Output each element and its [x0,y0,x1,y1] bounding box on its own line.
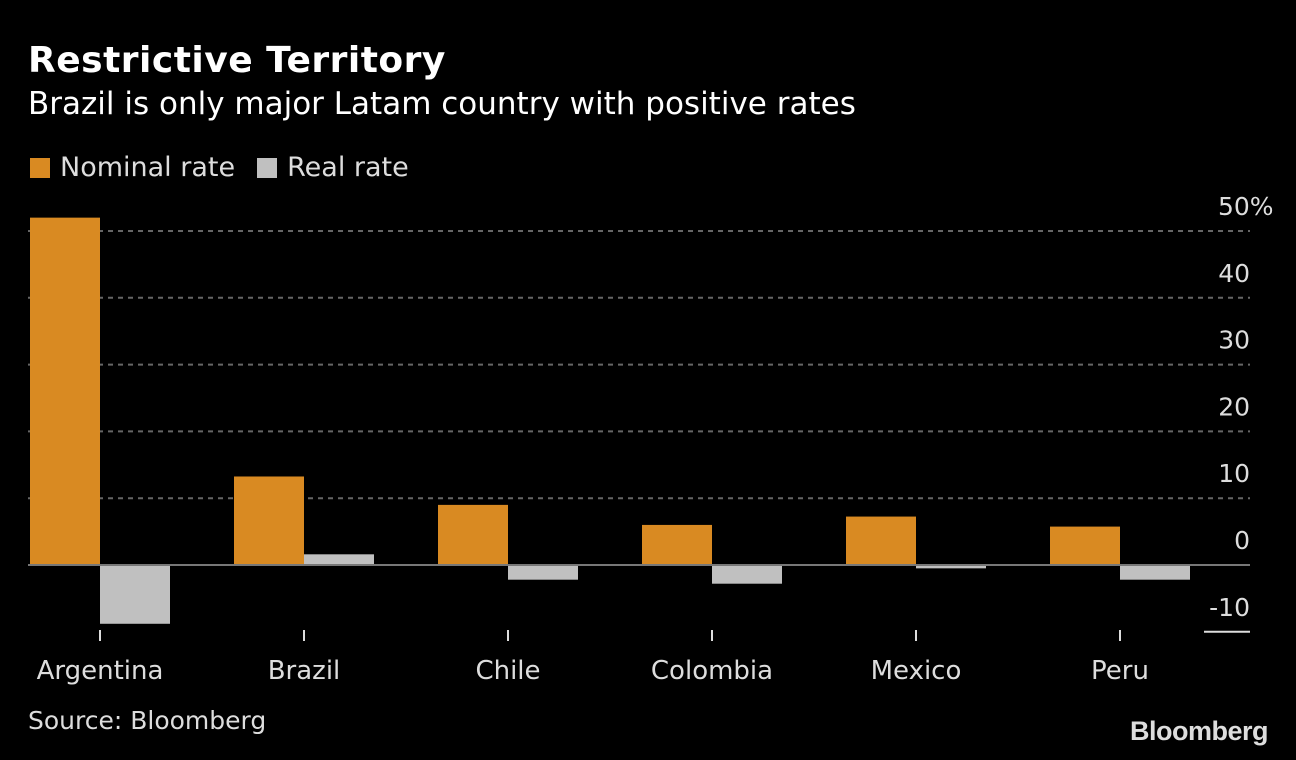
bar-nominal [642,524,712,565]
legend-swatch-nominal [30,157,50,178]
x-tick-label: Mexico [871,656,962,686]
legend-swatch-real [257,157,278,178]
x-tick-label: Peru [1091,656,1149,686]
bar-real [712,565,782,584]
chart-subtitle: Brazil is only major Latam country with … [28,86,856,122]
bar-nominal [1050,526,1120,565]
y-tick-label: 10 [1218,459,1250,488]
legend-item-nominal: Nominal rate [30,152,235,183]
legend-label-nominal: Nominal rate [60,152,236,183]
bar-real [508,565,578,580]
bar-real [304,554,374,565]
legend: Nominal rate Real rate [30,152,431,183]
bar-real [916,565,986,569]
bar-nominal [30,217,100,565]
bar-nominal [234,476,304,565]
chart-title: Restrictive Territory [28,40,446,81]
x-tick-label: Brazil [268,656,341,686]
y-tick-label: 50% [1218,192,1274,221]
source-note: Source: Bloomberg [28,706,267,735]
y-tick-label: -10 [1209,593,1250,622]
bar-real [100,565,170,624]
x-tick-label: Chile [475,656,540,686]
legend-label-real: Real rate [287,152,409,183]
y-tick-label: 0 [1234,526,1250,555]
y-tick-label: 40 [1218,259,1250,288]
bloomberg-logo: Bloomberg [1129,716,1269,746]
bar-nominal [846,516,916,565]
bar-real [1120,565,1190,580]
y-tick-label: 30 [1218,326,1250,355]
y-tick-label: 20 [1218,392,1250,421]
bar-nominal [438,504,508,565]
x-tick-label: Colombia [651,656,773,686]
x-tick-label: Argentina [37,656,164,686]
legend-item-real: Real rate [257,152,409,183]
